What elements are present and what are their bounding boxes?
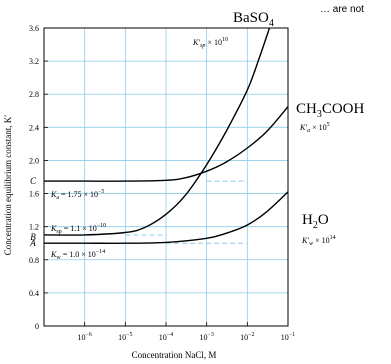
y-tick-label: 2.0 <box>29 156 39 165</box>
x-tick-label: 10−4 <box>159 332 173 342</box>
y-tick-label: 3.2 <box>29 57 39 66</box>
y-axis-label: Concentration equilibrium constant, K′ <box>3 115 13 255</box>
y-tick-label: 0 <box>35 322 39 331</box>
y-tick-label: 2.4 <box>29 123 39 132</box>
x-tick-label: 10−5 <box>118 332 132 342</box>
series-name-h2o: H2O <box>302 212 329 231</box>
y-tick-label: 1.2 <box>29 223 39 232</box>
plot-frame <box>43 27 289 327</box>
curve-label-ksp: K′sp × 1010 <box>192 37 228 49</box>
series-line-baso4 <box>43 27 271 236</box>
top-note-text: … are not <box>320 4 364 15</box>
y-tick-label: 2.8 <box>29 90 39 99</box>
grid <box>44 27 289 327</box>
x-tick-label: 10−1 <box>281 332 295 342</box>
y-tick-label: 3.6 <box>29 24 39 33</box>
series-name-ch3cooh: CH3COOH <box>296 101 365 120</box>
series-name-baso4: BaSO4 <box>233 10 274 29</box>
series-line-h2o <box>44 191 289 244</box>
y-tick-label: 0.4 <box>29 289 39 298</box>
x-tick-label: 10−2 <box>240 332 254 342</box>
x-axis-label: Concentration NaCl, M <box>132 350 217 360</box>
y-tick-labels: 0 0.4 0.8 1.2 1.6 2.0 2.4 2.8 3.2 3.6 <box>29 24 39 331</box>
curve-label-kw: K′w × 1014 <box>301 235 336 247</box>
x-tick-label: 10−6 <box>77 332 91 342</box>
x-tick-label: 10−3 <box>199 332 213 342</box>
curve-labels: BaSO4 K′sp × 1010 CH3COOH K′a × 105 H2O K′w ×… <box>29 10 364 261</box>
curve-label-ka: K′a × 105 <box>299 122 330 134</box>
start-value-label-ch3cooh: Ka = 1.75 × 10−5 <box>50 189 104 201</box>
reference-lines <box>125 180 248 244</box>
point-letter-b: B <box>30 232 36 242</box>
point-letter-c: C <box>30 176 37 186</box>
series-curves <box>43 27 289 244</box>
start-value-label-h2o: Kw = 1.0 × 10−14 <box>50 249 105 261</box>
start-value-label-baso4: Ksp = 1.1 × 10−10 <box>50 223 106 235</box>
point-letter-a: A <box>29 238 36 248</box>
y-tick-label: 0.8 <box>29 256 39 265</box>
y-tick-label: 1.6 <box>29 190 39 199</box>
x-tick-labels: 10−6 10−5 10−4 10−3 10−2 10−1 <box>77 332 295 342</box>
series-line-ch3cooh <box>43 106 289 182</box>
